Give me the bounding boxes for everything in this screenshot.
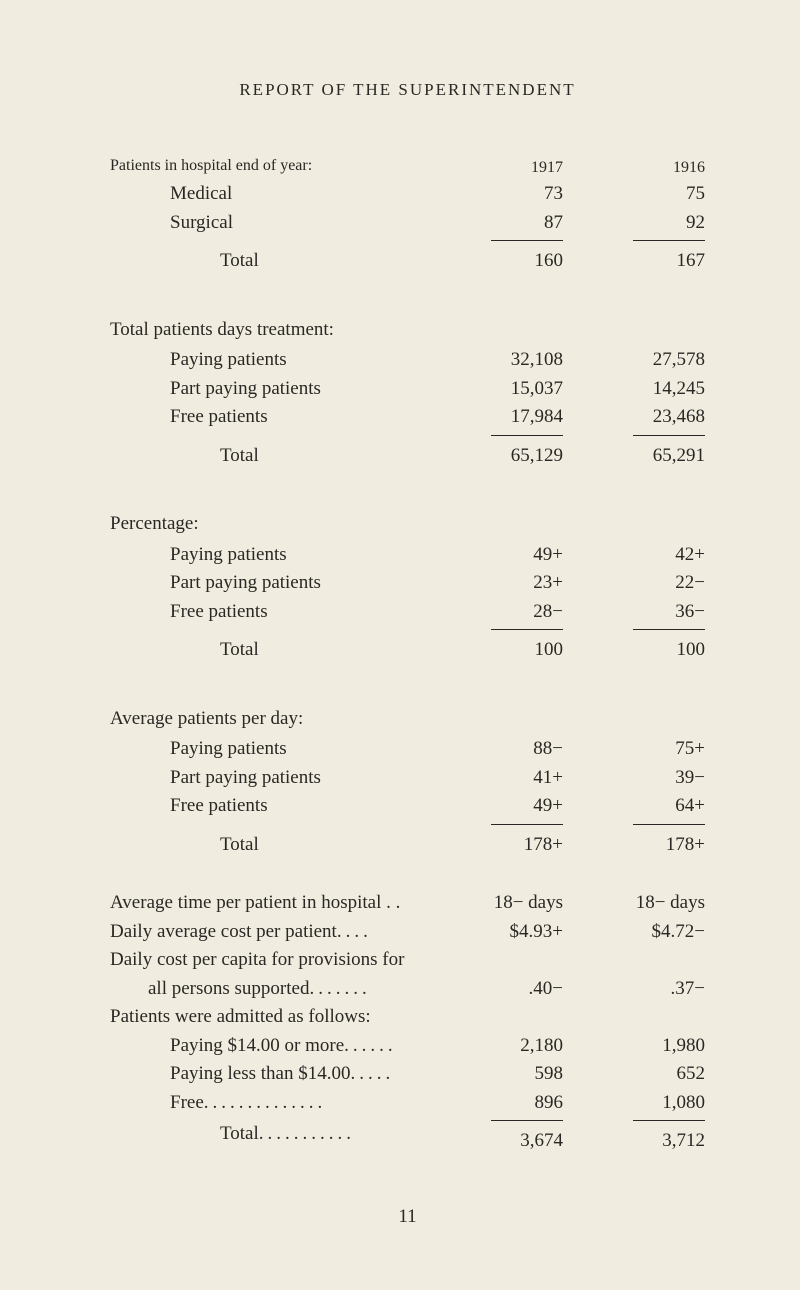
row-label: Surgical (110, 209, 421, 238)
total-label: Total (110, 626, 421, 665)
row-val-1917: 896 (421, 1089, 563, 1118)
row-label: Paying patients (110, 346, 421, 375)
leader: ........... (259, 1120, 421, 1156)
row-label: Part paying patients (110, 569, 421, 598)
row-val-1916: 75+ (563, 735, 705, 764)
total-1916: 100 (563, 626, 705, 665)
admitted-heading: Patients were admitted as follows: (110, 1003, 371, 1032)
year-col-1916: 1916 (563, 136, 705, 180)
total-1917: 65,129 (421, 432, 563, 471)
row-label: Paying $14.00 or more (110, 1032, 344, 1061)
row-val-1917: 87 (421, 209, 563, 238)
row-val-1916: 1,080 (563, 1089, 705, 1118)
row-val-1916: 1,980 (563, 1032, 705, 1061)
leader: ..... (351, 1060, 422, 1089)
leader: .............. (204, 1089, 421, 1118)
page: REPORT OF THE SUPERINTENDENT Patients in… (0, 0, 800, 1290)
row-val-1917: 23+ (421, 569, 563, 598)
row-val-1916: 64+ (563, 792, 705, 821)
row-val-1917: 49+ (421, 792, 563, 821)
statistics-table: Patients in hospital end of year: 1917 1… (110, 136, 705, 859)
daily-capita-1917: .40− (421, 975, 563, 1004)
total-label: Total (110, 1120, 259, 1156)
daily-capita-line1: Daily cost per capita for provisions for (110, 946, 404, 975)
row-val-1916: 22− (563, 569, 705, 598)
section-3-title: Average patients per day: (110, 691, 421, 736)
row-val-1917: 28− (421, 598, 563, 627)
row-label: Part paying patients (110, 764, 421, 793)
row-label: Free patients (110, 792, 421, 821)
leader (400, 889, 421, 918)
row-val-1917: 88− (421, 735, 563, 764)
body-block: Average time per patient in hospital . .… (110, 889, 705, 1156)
total-1917: 3,674 (421, 1120, 563, 1156)
daily-capita-1916: .37− (563, 975, 705, 1004)
leader: ....... (309, 975, 421, 1004)
total-label: Total (110, 237, 421, 276)
total-1916: 3,712 (563, 1120, 705, 1156)
row-val-1917: 15,037 (421, 375, 563, 404)
row-label: Free patients (110, 403, 421, 432)
row-val-1917: 32,108 (421, 346, 563, 375)
section-1-title: Total patients days treatment: (110, 302, 421, 347)
total-1917: 178+ (421, 821, 563, 860)
row-val-1917: 41+ (421, 764, 563, 793)
row-label: Paying less than $14.00 (110, 1060, 351, 1089)
section-2-title: Percentage: (110, 496, 421, 541)
report-header: REPORT OF THE SUPERINTENDENT (110, 80, 705, 100)
daily-avg-cost-1917: $4.93+ (421, 918, 563, 947)
total-label: Total (110, 432, 421, 471)
row-val-1916: 36− (563, 598, 705, 627)
row-val-1916: 42+ (563, 541, 705, 570)
row-val-1917: 73 (421, 180, 563, 209)
row-val-1917: 17,984 (421, 403, 563, 432)
page-number: 11 (110, 1206, 705, 1228)
total-1917: 160 (421, 237, 563, 276)
row-label: Free (110, 1089, 204, 1118)
row-val-1917: 598 (421, 1060, 563, 1089)
leader: .... (337, 918, 421, 947)
year-col-1917: 1917 (421, 136, 563, 180)
total-label: Total (110, 821, 421, 860)
total-1916: 167 (563, 237, 705, 276)
row-val-1916: 39− (563, 764, 705, 793)
total-1916: 65,291 (563, 432, 705, 471)
row-val-1916: 92 (563, 209, 705, 238)
daily-avg-cost-label: Daily average cost per patient (110, 918, 337, 947)
daily-avg-cost-1916: $4.72− (563, 918, 705, 947)
row-label: Free patients (110, 598, 421, 627)
row-label: Part paying patients (110, 375, 421, 404)
leader: ...... (344, 1032, 421, 1061)
avg-time-label: Average time per patient in hospital . . (110, 889, 400, 918)
avg-time-1916: 18− days (563, 889, 705, 918)
row-val-1916: 27,578 (563, 346, 705, 375)
avg-time-1917: 18− days (421, 889, 563, 918)
row-val-1916: 75 (563, 180, 705, 209)
row-label: Paying patients (110, 541, 421, 570)
row-val-1916: 23,468 (563, 403, 705, 432)
row-label: Paying patients (110, 735, 421, 764)
row-val-1916: 652 (563, 1060, 705, 1089)
total-1916: 178+ (563, 821, 705, 860)
section-0-title: Patients in hospital end of year: (110, 136, 421, 180)
row-val-1916: 14,245 (563, 375, 705, 404)
row-val-1917: 2,180 (421, 1032, 563, 1061)
daily-capita-line2-label: all persons supported (110, 975, 309, 1004)
row-label: Medical (110, 180, 421, 209)
row-val-1917: 49+ (421, 541, 563, 570)
total-1917: 100 (421, 626, 563, 665)
